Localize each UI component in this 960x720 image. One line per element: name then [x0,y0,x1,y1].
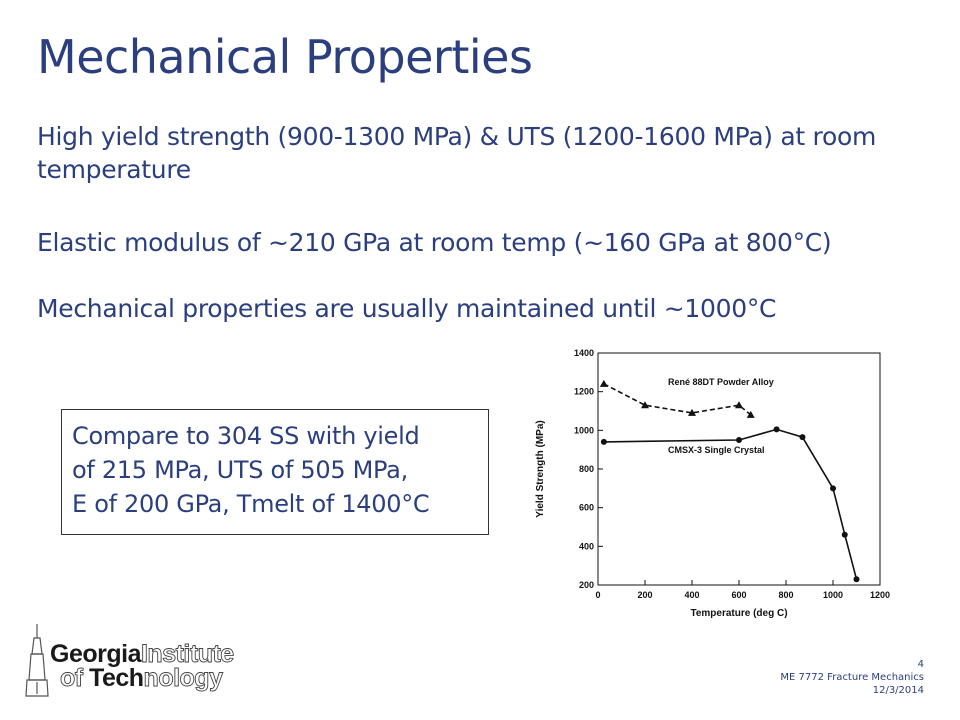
page-number: 4 [917,659,924,670]
x-tick-label: 1200 [870,590,890,600]
comparison-line: Compare to 304 SS with yield [72,422,420,450]
data-point [799,434,806,441]
y-tick-label: 1000 [574,425,594,435]
logo-of: of [60,664,89,692]
comparison-box: Compare to 304 SS with yield of 215 MPa,… [61,409,489,535]
bullet-property-retention: Mechanical properties are usually mainta… [37,294,777,323]
y-tick-label: 600 [579,503,594,513]
slide-title: Mechanical Properties [37,30,533,84]
data-point [853,576,860,583]
yield-strength-chart: 0 200 400 600 800 1000 12002004006008001000120… [535,348,890,619]
comparison-line: of 215 MPa, UTS of 505 MPa, [72,456,408,484]
data-point [736,437,742,443]
data-point [746,410,755,418]
data-point [735,401,743,409]
x-tick-label: 800 [778,590,793,600]
x-tick-label: 200 [637,590,652,600]
data-point [599,379,608,387]
comparison-line: E of 200 GPa, Tmelt of 1400°C [72,490,430,518]
data-point [830,485,836,492]
x-tick-label: 600 [731,590,746,600]
bullet-elastic-modulus: Elastic modulus of ~210 GPa at room temp… [37,228,832,257]
y-tick-label: 1200 [574,387,594,397]
series-line-0 [603,383,752,416]
data-point [688,408,696,416]
chart-series [599,379,860,583]
data-point [600,438,607,445]
data-point [773,426,780,433]
y-tick-label: 400 [579,541,594,551]
svg-text:GeorgiaInstitute: GeorgiaInstitute [50,640,234,668]
data-point [641,401,649,409]
y-tick-label: 1400 [574,348,594,358]
logo-georgia: Georgia [50,640,143,668]
slide-date: 12/3/2014 [872,685,924,696]
series-label-cmsx: CMSX-3 Single Crystal [668,445,765,455]
tower-icon [25,624,49,697]
y-tick-label: 200 [579,580,594,590]
y-axis-label: Yield Strength (MPa) [535,420,546,517]
series-label-rene: René 88DT Powder Alloy [668,377,774,387]
x-axis-label: Temperature (deg C) [690,608,787,619]
data-point [841,531,848,538]
chart-axes: 0 200 400 600 800 1000 12002004006008001000120… [574,348,890,600]
x-tick-label: 1000 [823,590,843,600]
georgia-tech-logo: GeorgiaInstitute of Technology [25,624,235,697]
course-name: ME 7772 Fracture Mechanics [780,672,924,683]
svg-text:of Technology: of Technology [60,664,223,692]
x-tick-label: 400 [684,590,699,600]
logo-institute: Institute [141,640,234,668]
slide-footer: 4 ME 7772 Fracture Mechanics 12/3/2014 [780,658,924,697]
x-tick-label: 0 [595,590,600,600]
logo-tech: Tech [89,664,144,692]
logo-nology: nology [144,664,224,692]
y-tick-label: 800 [579,464,594,474]
plot-frame [597,352,881,586]
bullet-yield-strength: High yield strength (900-1300 MPa) & UTS… [37,122,877,184]
